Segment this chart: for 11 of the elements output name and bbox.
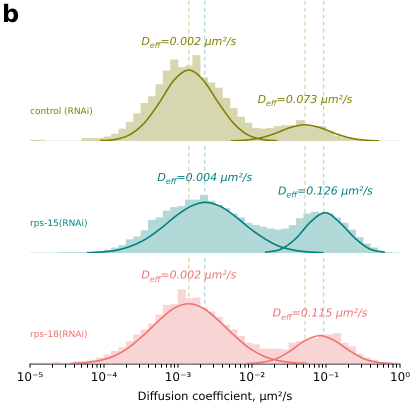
x-axis-title: Diffusion coefficient, μm²/s: [138, 389, 292, 404]
y-axis-title: rps-18(RNAi): [30, 330, 88, 340]
x-tick-label: 10⁻²: [238, 370, 266, 384]
x-tick-label: 10⁻⁴: [90, 370, 118, 384]
y-axis-title: rps-15(RNAi): [30, 219, 88, 229]
chart-title: b: [2, 0, 20, 28]
y-axis-title: control (RNAi): [30, 107, 93, 117]
x-tick-label: 10⁻³: [164, 370, 192, 384]
x-tick-label: 10⁻¹: [312, 370, 340, 384]
x-tick-label: 10⁰: [390, 370, 410, 384]
x-tick-label: 10⁻⁵: [16, 370, 44, 384]
